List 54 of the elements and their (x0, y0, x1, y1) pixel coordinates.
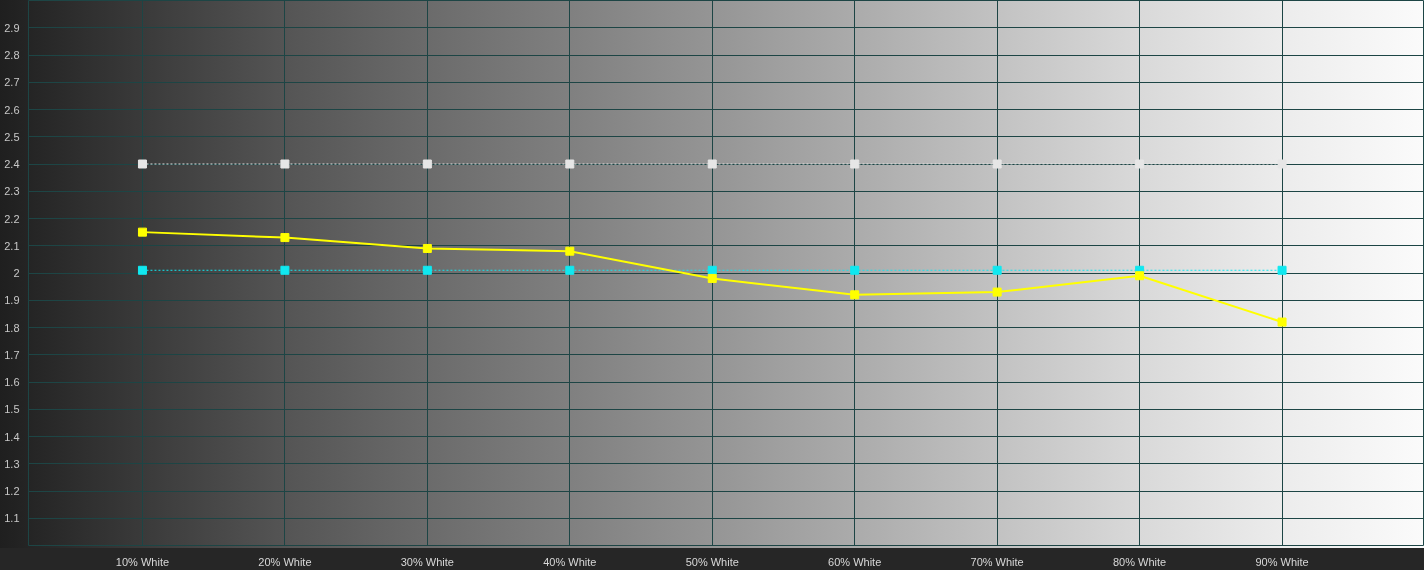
point (707, 273, 717, 283)
y-tick-label: 1.8 (4, 321, 20, 334)
point (1135, 159, 1145, 169)
y-tick-label: 2.4 (4, 158, 20, 170)
x-tick-label: 10% White (115, 555, 170, 568)
y-tick-label: 2.8 (4, 49, 20, 61)
point (565, 265, 575, 275)
point (280, 159, 290, 169)
point (137, 227, 147, 237)
point (992, 159, 1002, 169)
point (565, 246, 575, 256)
y-tick-label: 1.4 (4, 430, 20, 443)
y-tick-label: 1.1 (4, 512, 20, 525)
y-tick-label: 1.9 (4, 294, 20, 307)
y-tick-label: 1.7 (4, 348, 20, 361)
point (1277, 265, 1287, 275)
x-tick-label: 30% White (400, 555, 454, 568)
y-tick-label: 2.2 (4, 212, 20, 225)
point (1135, 271, 1145, 281)
point (422, 243, 432, 253)
x-tick-label: 90% White (1255, 555, 1309, 568)
point (992, 287, 1002, 297)
x-tick-label: 80% White (1113, 555, 1167, 568)
y-tick-label: 1.3 (4, 457, 20, 470)
x-tick-label: 50% White (685, 555, 739, 568)
point (565, 159, 575, 169)
x-tick-label: 70% White (970, 555, 1024, 568)
y-tick-label: 2 (13, 267, 20, 279)
point (422, 265, 432, 275)
x-tick-label: 60% White (828, 555, 882, 568)
y-tick-label: 1.2 (4, 485, 20, 497)
point (1277, 159, 1287, 169)
point (1277, 317, 1287, 327)
point (137, 159, 147, 169)
point (850, 265, 860, 275)
x-tick-label: 20% White (258, 555, 312, 568)
y-tick-label: 2.5 (4, 130, 20, 143)
point (707, 159, 717, 169)
y-tick-label: 2.6 (4, 103, 20, 116)
point (850, 159, 860, 169)
point (280, 233, 290, 243)
y-tick-label: 2.3 (4, 185, 20, 198)
point (707, 265, 717, 275)
point (422, 159, 432, 169)
y-tick-label: 2.1 (4, 239, 20, 252)
y-tick-label: 2.7 (4, 76, 20, 89)
y-tick-label: 1.5 (4, 403, 20, 416)
x-tick-label: 40% White (543, 555, 597, 568)
y-tick-label: 2.9 (4, 21, 20, 34)
y-tick-label: 1.6 (4, 376, 20, 388)
point (137, 265, 147, 275)
point (992, 265, 1002, 275)
point (850, 290, 860, 300)
point (280, 265, 290, 275)
